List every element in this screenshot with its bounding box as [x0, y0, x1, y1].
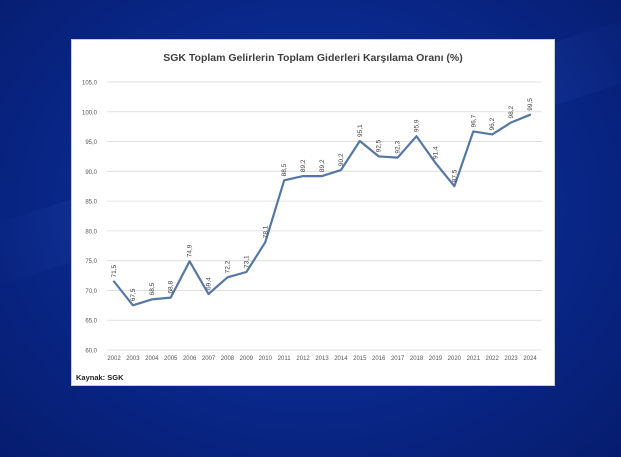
- data-label: 96,7: [470, 114, 477, 127]
- x-tick-label: 2009: [240, 356, 254, 362]
- data-labels: 71,5 67,5 68,5 68,8 74,9 69,4 72,2 73,1 78,1 88,5…: [111, 98, 534, 302]
- data-label: 95,1: [357, 124, 364, 137]
- x-tick-label: 2008: [221, 356, 235, 362]
- x-axis-ticks: 2002 2003 2004 2005 2006 2007 2008 2009 2010 2011…: [107, 356, 537, 362]
- y-tick-label: 60,0: [85, 349, 97, 355]
- data-label: 78,1: [262, 225, 269, 238]
- x-tick-label: 2021: [467, 356, 481, 362]
- x-tick-label: 2012: [296, 356, 310, 362]
- x-tick-label: 2018: [410, 356, 424, 362]
- data-label: 71,5: [111, 264, 118, 277]
- data-label: 72,2: [225, 260, 232, 273]
- series-group: [112, 113, 532, 307]
- x-tick-label: 2022: [486, 356, 500, 362]
- data-label: 67,5: [130, 288, 137, 301]
- line-chart: SGK Toplam Gelirlerin Toplam Giderleri K…: [82, 52, 542, 362]
- data-label: 88,5: [281, 163, 288, 176]
- y-tick-label: 70,0: [85, 289, 97, 295]
- data-label: 87,5: [451, 169, 458, 182]
- x-tick-label: 2013: [315, 356, 329, 362]
- x-tick-label: 2024: [523, 356, 537, 362]
- x-tick-label: 2023: [504, 356, 518, 362]
- x-tick-label: 2005: [164, 356, 178, 362]
- data-label: 92,3: [395, 141, 402, 154]
- gridlines: [107, 81, 542, 351]
- y-tick-label: 85,0: [85, 200, 97, 206]
- x-tick-label: 2019: [429, 356, 443, 362]
- data-label: 73,1: [243, 255, 250, 268]
- data-label: 74,9: [187, 244, 194, 257]
- x-tick-label: 2016: [372, 356, 386, 362]
- data-label: 69,4: [206, 277, 213, 290]
- x-tick-label: 2011: [278, 356, 292, 362]
- data-label: 89,2: [319, 159, 326, 172]
- x-tick-label: 2007: [202, 356, 216, 362]
- x-tick-label: 2015: [353, 356, 367, 362]
- source-note: Kaynak: SGK: [76, 373, 124, 382]
- y-tick-label: 95,0: [85, 140, 97, 146]
- data-label: 68,8: [168, 281, 175, 294]
- x-tick-label: 2010: [259, 356, 273, 362]
- x-tick-label: 2020: [448, 356, 462, 362]
- x-tick-label: 2002: [107, 356, 121, 362]
- data-label: 90,2: [338, 153, 345, 166]
- x-tick-label: 2004: [145, 356, 159, 362]
- data-label: 99,5: [527, 98, 534, 111]
- y-tick-label: 105,0: [82, 81, 98, 87]
- y-tick-label: 65,0: [85, 319, 97, 325]
- x-tick-label: 2003: [126, 356, 140, 362]
- data-label: 68,5: [149, 282, 156, 295]
- x-tick-label: 2017: [391, 356, 405, 362]
- data-label: 98,2: [508, 105, 515, 118]
- x-tick-label: 2006: [183, 356, 197, 362]
- y-tick-label: 80,0: [85, 229, 97, 235]
- x-tick-label: 2014: [334, 356, 348, 362]
- chart-title: SGK Toplam Gelirlerin Toplam Giderleri K…: [163, 52, 463, 64]
- chart-panel: SGK Toplam Gelirlerin Toplam Giderleri K…: [72, 40, 554, 385]
- data-label: 91,4: [432, 146, 439, 159]
- y-tick-label: 75,0: [85, 259, 97, 265]
- y-tick-label: 90,0: [85, 170, 97, 176]
- data-label: 95,9: [413, 119, 420, 132]
- data-label: 92,5: [376, 139, 383, 152]
- data-label: 89,2: [300, 159, 307, 172]
- series-line: [112, 113, 532, 307]
- data-label: 96,2: [489, 117, 496, 130]
- y-axis-ticks: 60,0 65,0 70,0 75,0 80,0 85,0 90,0 95,0 100,0 105…: [82, 81, 98, 355]
- y-tick-label: 100,0: [82, 110, 98, 116]
